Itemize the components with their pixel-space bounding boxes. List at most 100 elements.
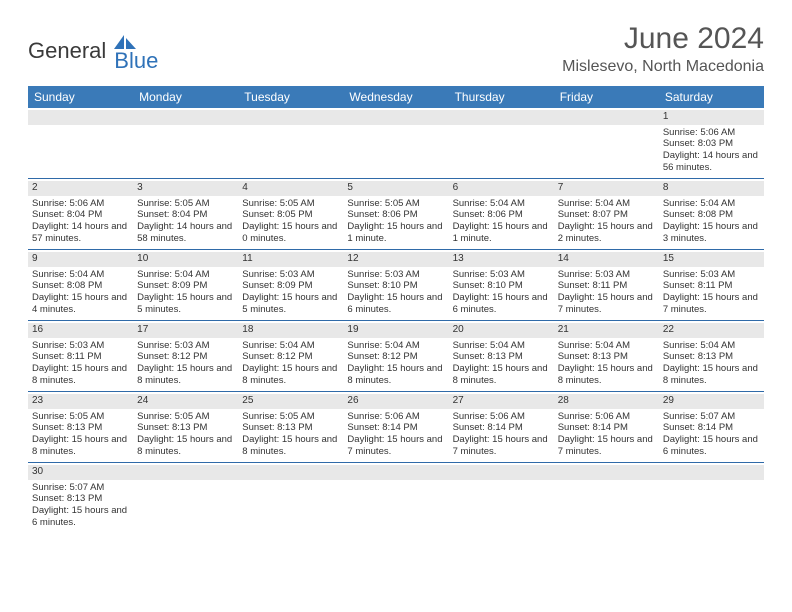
week-row: 16Sunrise: 5:03 AMSunset: 8:11 PMDayligh… bbox=[28, 321, 764, 392]
sunrise-line: Sunrise: 5:03 AM bbox=[347, 269, 444, 281]
day-number: 19 bbox=[343, 323, 448, 338]
day-cell: 23Sunrise: 5:05 AMSunset: 8:13 PMDayligh… bbox=[28, 392, 133, 462]
day-cell: 6Sunrise: 5:04 AMSunset: 8:06 PMDaylight… bbox=[449, 179, 554, 249]
day-number: 25 bbox=[238, 394, 343, 409]
daylight-line: Daylight: 15 hours and 7 minutes. bbox=[663, 292, 760, 316]
sunset-line: Sunset: 8:13 PM bbox=[558, 351, 655, 363]
day-cell: 3Sunrise: 5:05 AMSunset: 8:04 PMDaylight… bbox=[133, 179, 238, 249]
weeks-container: 1 Sunrise: 5:06 AM Sunset: 8:03 PM Daylight… bbox=[28, 108, 764, 533]
day-cell: 30Sunrise: 5:07 AMSunset: 8:13 PMDayligh… bbox=[28, 463, 133, 533]
day-number bbox=[554, 465, 659, 480]
daylight-line: Daylight: 14 hours and 58 minutes. bbox=[137, 221, 234, 245]
day-number: 13 bbox=[449, 252, 554, 267]
daylight-line: Daylight: 15 hours and 8 minutes. bbox=[453, 363, 550, 387]
day-number: 24 bbox=[133, 394, 238, 409]
day-number bbox=[28, 110, 133, 125]
sunrise-line: Sunrise: 5:06 AM bbox=[32, 198, 129, 210]
sunset-line: Sunset: 8:06 PM bbox=[347, 209, 444, 221]
day-number: 2 bbox=[28, 181, 133, 196]
day-cell: 5Sunrise: 5:05 AMSunset: 8:06 PMDaylight… bbox=[343, 179, 448, 249]
day-cell: 13Sunrise: 5:03 AMSunset: 8:10 PMDayligh… bbox=[449, 250, 554, 320]
day-number bbox=[343, 110, 448, 125]
sunset-line: Sunset: 8:09 PM bbox=[242, 280, 339, 292]
daylight-line: Daylight: 15 hours and 6 minutes. bbox=[663, 434, 760, 458]
day-number bbox=[449, 110, 554, 125]
sunset-line: Sunset: 8:03 PM bbox=[663, 138, 760, 150]
sunrise-line: Sunrise: 5:03 AM bbox=[32, 340, 129, 352]
daylight-line: Daylight: 15 hours and 7 minutes. bbox=[558, 292, 655, 316]
day-cell: 7Sunrise: 5:04 AMSunset: 8:07 PMDaylight… bbox=[554, 179, 659, 249]
day-cell bbox=[133, 108, 238, 178]
day-cell: 26Sunrise: 5:06 AMSunset: 8:14 PMDayligh… bbox=[343, 392, 448, 462]
day-number: 21 bbox=[554, 323, 659, 338]
day-cell: 4Sunrise: 5:05 AMSunset: 8:05 PMDaylight… bbox=[238, 179, 343, 249]
day-number: 1 bbox=[659, 110, 764, 125]
sunrise-line: Sunrise: 5:03 AM bbox=[137, 340, 234, 352]
sunrise-line: Sunrise: 5:05 AM bbox=[137, 198, 234, 210]
sunset-line: Sunset: 8:10 PM bbox=[347, 280, 444, 292]
day-header-cell: Saturday bbox=[659, 86, 764, 108]
daylight-line: Daylight: 15 hours and 3 minutes. bbox=[663, 221, 760, 245]
day-cell bbox=[343, 108, 448, 178]
day-cell: 9 Sunrise: 5:04 AMSunset: 8:08 PMDaylight… bbox=[28, 250, 133, 320]
day-cell: 10Sunrise: 5:04 AMSunset: 8:09 PMDayligh… bbox=[133, 250, 238, 320]
sunset-line: Sunset: 8:08 PM bbox=[32, 280, 129, 292]
day-cell bbox=[554, 463, 659, 533]
sunrise-line: Sunrise: 5:03 AM bbox=[663, 269, 760, 281]
day-number: 17 bbox=[133, 323, 238, 338]
day-cell bbox=[449, 108, 554, 178]
day-header-cell: Tuesday bbox=[238, 86, 343, 108]
sunrise-line: Sunrise: 5:04 AM bbox=[137, 269, 234, 281]
sunrise-line: Sunrise: 5:04 AM bbox=[558, 340, 655, 352]
sunset-line: Sunset: 8:04 PM bbox=[137, 209, 234, 221]
daylight-line: Daylight: 15 hours and 4 minutes. bbox=[32, 292, 129, 316]
month-title: June 2024 bbox=[562, 22, 764, 56]
day-number bbox=[343, 465, 448, 480]
sunset-line: Sunset: 8:13 PM bbox=[663, 351, 760, 363]
sunset-line: Sunset: 8:13 PM bbox=[242, 422, 339, 434]
daylight-line: Daylight: 15 hours and 7 minutes. bbox=[347, 434, 444, 458]
day-cell bbox=[133, 463, 238, 533]
daylight-line: Daylight: 15 hours and 6 minutes. bbox=[347, 292, 444, 316]
sunrise-line: Sunrise: 5:07 AM bbox=[663, 411, 760, 423]
sunset-line: Sunset: 8:09 PM bbox=[137, 280, 234, 292]
sunrise-line: Sunrise: 5:04 AM bbox=[242, 340, 339, 352]
day-number bbox=[133, 110, 238, 125]
day-cell: 19Sunrise: 5:04 AMSunset: 8:12 PMDayligh… bbox=[343, 321, 448, 391]
day-number: 23 bbox=[28, 394, 133, 409]
day-cell: 28Sunrise: 5:06 AMSunset: 8:14 PMDayligh… bbox=[554, 392, 659, 462]
sunrise-line: Sunrise: 5:04 AM bbox=[558, 198, 655, 210]
daylight-line: Daylight: 15 hours and 6 minutes. bbox=[453, 292, 550, 316]
day-number bbox=[554, 110, 659, 125]
sunset-line: Sunset: 8:11 PM bbox=[558, 280, 655, 292]
day-cell: 17Sunrise: 5:03 AMSunset: 8:12 PMDayligh… bbox=[133, 321, 238, 391]
week-row: 23Sunrise: 5:05 AMSunset: 8:13 PMDayligh… bbox=[28, 392, 764, 463]
day-header-cell: Monday bbox=[133, 86, 238, 108]
day-number: 9 bbox=[28, 252, 133, 267]
sunrise-line: Sunrise: 5:05 AM bbox=[32, 411, 129, 423]
sunset-line: Sunset: 8:13 PM bbox=[32, 493, 129, 505]
day-cell bbox=[28, 108, 133, 178]
sunrise-line: Sunrise: 5:04 AM bbox=[453, 340, 550, 352]
sunset-line: Sunset: 8:13 PM bbox=[32, 422, 129, 434]
day-number: 8 bbox=[659, 181, 764, 196]
sunrise-line: Sunrise: 5:04 AM bbox=[453, 198, 550, 210]
day-cell: 18Sunrise: 5:04 AMSunset: 8:12 PMDayligh… bbox=[238, 321, 343, 391]
day-cell bbox=[659, 463, 764, 533]
day-number: 27 bbox=[449, 394, 554, 409]
day-cell: 1Sunrise: 5:06 AMSunset: 8:03 PMDaylight… bbox=[659, 108, 764, 178]
sunset-line: Sunset: 8:14 PM bbox=[663, 422, 760, 434]
day-cell bbox=[449, 463, 554, 533]
day-number bbox=[238, 465, 343, 480]
day-number: 15 bbox=[659, 252, 764, 267]
sunrise-line: Sunrise: 5:04 AM bbox=[32, 269, 129, 281]
day-cell bbox=[238, 108, 343, 178]
week-row: 1Sunrise: 5:06 AMSunset: 8:03 PMDaylight… bbox=[28, 108, 764, 179]
day-number: 30 bbox=[28, 465, 133, 480]
header: General Blue June 2024 Mislesevo, North … bbox=[28, 22, 764, 76]
day-cell: 29Sunrise: 5:07 AMSunset: 8:14 PMDayligh… bbox=[659, 392, 764, 462]
sunrise-line: Sunrise: 5:05 AM bbox=[242, 198, 339, 210]
day-number: 10 bbox=[133, 252, 238, 267]
sunrise-line: Sunrise: 5:05 AM bbox=[242, 411, 339, 423]
daylight-line: Daylight: 15 hours and 1 minute. bbox=[347, 221, 444, 245]
